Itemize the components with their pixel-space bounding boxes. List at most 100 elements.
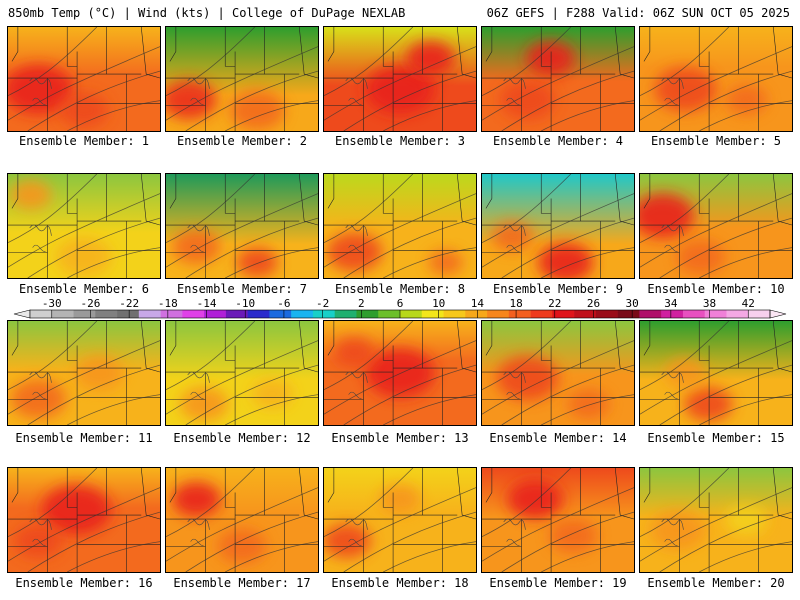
state-border bbox=[540, 321, 552, 361]
isotherm-contour bbox=[225, 394, 318, 425]
colorbar-segment bbox=[182, 310, 205, 318]
isotherm-contour bbox=[501, 70, 634, 131]
isotherm-contour bbox=[67, 541, 160, 572]
ensemble-map-panel bbox=[165, 26, 319, 132]
colorbar-tick-label: -10 bbox=[235, 298, 255, 310]
colorbar-segment bbox=[748, 310, 771, 318]
colorbar-tick-label: -14 bbox=[197, 298, 217, 310]
ensemble-map-panel bbox=[7, 173, 161, 279]
colorbar-tick-label: 10 bbox=[432, 298, 445, 310]
state-border bbox=[643, 468, 651, 503]
temperature-field-map bbox=[324, 174, 476, 278]
isotherm-contour bbox=[640, 27, 730, 97]
isotherm-contour bbox=[67, 247, 160, 278]
temperature-anomaly-area bbox=[41, 485, 111, 535]
colorbar-tick-label: -26 bbox=[81, 298, 101, 310]
state-border bbox=[614, 174, 634, 226]
colorbar-tick-label: -18 bbox=[158, 298, 178, 310]
temperature-anomaly-area bbox=[75, 355, 124, 391]
isotherm-contour bbox=[659, 70, 792, 131]
state-border bbox=[485, 27, 493, 62]
colorbar-tick-label: -6 bbox=[277, 298, 290, 310]
state-border bbox=[11, 468, 19, 503]
ensemble-member-caption: Ensemble Member: 17 bbox=[173, 576, 311, 590]
ensemble-member-caption: Ensemble Member: 1 bbox=[18, 134, 150, 148]
isotherm-contour bbox=[482, 174, 572, 244]
state-border bbox=[140, 468, 160, 520]
temperature-anomaly-area bbox=[14, 523, 63, 558]
isotherm-contour bbox=[482, 193, 634, 268]
state-border bbox=[698, 174, 710, 214]
isotherm-contour bbox=[27, 217, 160, 278]
isotherm-contour bbox=[8, 340, 160, 415]
colorbar-segment bbox=[204, 310, 227, 318]
ensemble-member-caption: Ensemble Member: 12 bbox=[173, 431, 311, 445]
state-border bbox=[772, 174, 792, 226]
ensemble-member-caption: Ensemble Member: 13 bbox=[331, 431, 469, 445]
isotherm-contour bbox=[640, 340, 792, 415]
state-border bbox=[540, 468, 552, 508]
colorbar-segment bbox=[95, 310, 118, 318]
ensemble-map-panel bbox=[7, 26, 161, 132]
colorbar-segment bbox=[704, 310, 727, 318]
isotherm-contour bbox=[8, 487, 160, 562]
ensemble-member-caption: Ensemble Member: 16 bbox=[15, 576, 153, 590]
state-border bbox=[614, 468, 634, 520]
state-border bbox=[66, 174, 78, 214]
state-border bbox=[298, 174, 318, 226]
temperature-field-map bbox=[640, 27, 792, 131]
colorbar-segment bbox=[726, 310, 749, 318]
state-border bbox=[169, 174, 177, 209]
isotherm-contour bbox=[659, 511, 792, 572]
colorbar-segment bbox=[443, 310, 466, 318]
temperature-anomaly-area bbox=[56, 237, 112, 277]
state-border bbox=[327, 321, 335, 356]
state-border bbox=[327, 174, 335, 209]
colorbar-segment bbox=[291, 310, 314, 318]
state-border bbox=[485, 321, 493, 356]
isotherm-contour bbox=[343, 70, 476, 131]
temperature-anomaly-area bbox=[725, 85, 768, 115]
terrain-contour bbox=[503, 518, 526, 546]
ensemble-member-caption: Ensemble Member: 19 bbox=[489, 576, 627, 590]
state-border bbox=[224, 27, 236, 67]
ensemble-member-caption: Ensemble Member: 11 bbox=[15, 431, 153, 445]
temperature-anomaly-area bbox=[725, 505, 768, 535]
temperature-anomaly-area bbox=[496, 356, 559, 401]
ensemble-map-panel bbox=[481, 26, 635, 132]
state-border bbox=[643, 321, 651, 356]
state-border bbox=[169, 468, 177, 503]
ensemble-map-panel bbox=[7, 320, 161, 426]
isotherm-contour bbox=[27, 364, 160, 425]
state-border bbox=[169, 321, 177, 356]
temperature-anomaly-area bbox=[365, 64, 435, 114]
terrain-contour bbox=[345, 224, 368, 252]
isotherm-contour bbox=[482, 487, 634, 562]
state-border bbox=[614, 321, 634, 373]
colorbar-tick-label: 18 bbox=[509, 298, 522, 310]
colorbar-segment bbox=[661, 310, 684, 318]
colorbar-segment bbox=[30, 310, 53, 318]
temperature-anomaly-area bbox=[229, 90, 285, 130]
state-border bbox=[224, 468, 236, 508]
colorbar-segment bbox=[269, 310, 292, 318]
isotherm-contour bbox=[482, 321, 572, 391]
state-border bbox=[698, 468, 710, 508]
colorbar-segment bbox=[465, 310, 488, 318]
state-border bbox=[382, 468, 394, 508]
isotherm-contour bbox=[324, 468, 414, 538]
ensemble-map-panel bbox=[639, 320, 793, 426]
isotherm-contour bbox=[166, 46, 318, 121]
isotherm-contour bbox=[482, 340, 634, 415]
state-border bbox=[382, 174, 394, 214]
temperature-anomaly-area bbox=[172, 482, 221, 517]
colorbar-segment bbox=[334, 310, 357, 318]
colorbar-segment bbox=[312, 310, 336, 318]
colorbar-segment bbox=[617, 310, 640, 318]
terrain-contour bbox=[345, 518, 368, 546]
colorbar-segment bbox=[51, 310, 74, 318]
isotherm-contour bbox=[383, 247, 476, 278]
state-border bbox=[456, 321, 476, 373]
isotherm-contour bbox=[8, 27, 98, 97]
ensemble-map-panel bbox=[481, 467, 635, 573]
